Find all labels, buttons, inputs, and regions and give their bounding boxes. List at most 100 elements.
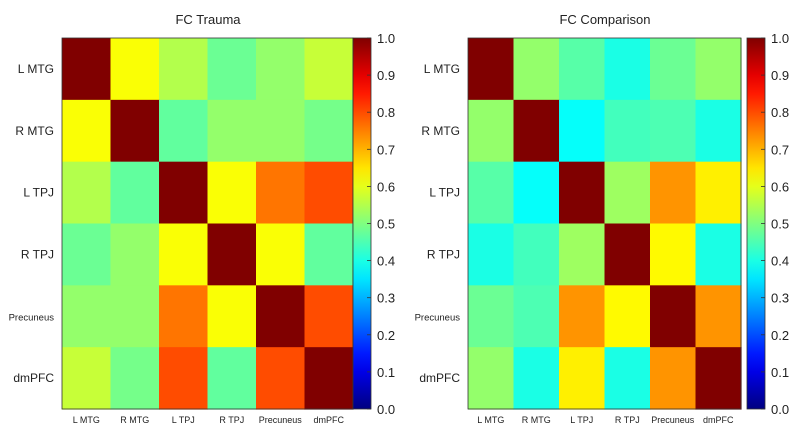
heatmap-cell	[110, 161, 160, 225]
heatmap-cell	[695, 285, 742, 348]
row-label: R TPJ	[427, 247, 460, 261]
row-label: L TPJ	[429, 186, 460, 200]
heatmap-cell	[695, 223, 742, 286]
row-label: R TPJ	[21, 247, 54, 261]
heatmap-cell	[650, 38, 697, 101]
heatmap-cell	[62, 223, 112, 286]
heatmap-cell	[650, 285, 697, 348]
heatmap-cell	[159, 285, 209, 348]
col-label: R MTG	[120, 415, 149, 425]
colorbar-tick-label: 0.0	[771, 402, 789, 417]
heatmap-cell	[304, 161, 354, 225]
heatmap-cell	[159, 38, 209, 101]
colorbar-tick-label: 0.7	[771, 142, 789, 157]
heatmap-cell	[62, 161, 112, 225]
heatmap-cell	[304, 285, 354, 348]
colorbar-tick-label: 0.0	[377, 402, 395, 417]
heatmap-cell	[62, 99, 112, 163]
heatmap-cell	[559, 161, 606, 225]
heatmap-cell	[468, 38, 515, 101]
heatmap-cell	[513, 99, 560, 163]
colorbar-tick-label: 0.1	[377, 365, 395, 380]
heatmap-cell	[62, 285, 112, 348]
heatmap-cell	[604, 99, 651, 163]
heatmap-cell	[304, 38, 354, 101]
heatmap-cell	[256, 285, 306, 348]
heatmap-cell	[207, 285, 257, 348]
heatmap-cell	[207, 161, 257, 225]
heatmap-cell	[513, 223, 560, 286]
colorbar-tick-label: 0.7	[377, 142, 395, 157]
heatmap-cell	[604, 223, 651, 286]
colorbar-tick-label: 0.3	[377, 291, 395, 306]
row-label: L MTG	[18, 62, 54, 76]
col-label: L MTG	[73, 415, 100, 425]
colorbar-tick-label: 0.4	[377, 254, 395, 269]
heatmap-cell	[559, 38, 606, 101]
colorbar-tick-label: 0.6	[771, 179, 789, 194]
colorbar-tick-label: 0.5	[771, 217, 789, 232]
colorbar-tick-label: 0.9	[771, 68, 789, 83]
heatmap-cell	[604, 347, 651, 410]
heatmap-cell	[695, 38, 742, 101]
col-label: dmPFC	[314, 415, 345, 425]
heatmap-cell	[159, 223, 209, 286]
heatmap-cell	[304, 223, 354, 286]
colorbar-tick-label: 0.1	[771, 365, 789, 380]
heatmap-cell	[650, 99, 697, 163]
heatmap-cell	[650, 223, 697, 286]
colorbar-tick-label: 0.2	[771, 328, 789, 343]
heatmap-cell	[159, 161, 209, 225]
heatmap-cell	[256, 38, 306, 101]
colorbar-tick-label: 0.4	[771, 254, 789, 269]
row-label: dmPFC	[13, 371, 54, 385]
heatmap-cell	[207, 223, 257, 286]
heatmap-cell	[468, 347, 515, 410]
heatmap-cell	[256, 223, 306, 286]
heatmap-cell	[62, 38, 112, 101]
row-label: L MTG	[424, 62, 460, 76]
heatmap-cell	[207, 38, 257, 101]
colorbar-tick-label: 1.0	[377, 31, 395, 46]
heatmap-cell	[110, 99, 160, 163]
colorbar-tick-label: 0.3	[771, 291, 789, 306]
row-label: Precuneus	[9, 312, 55, 323]
col-label: Precuneus	[259, 415, 303, 425]
colorbar-tick-label: 0.9	[377, 68, 395, 83]
col-label: Precuneus	[651, 415, 695, 425]
heatmap-cell	[468, 161, 515, 225]
heatmap-cell	[695, 347, 742, 410]
heatmap-cell	[304, 347, 354, 410]
colorbar-tick-label: 0.6	[377, 179, 395, 194]
colorbar-tick-label: 0.8	[377, 105, 395, 120]
heatmap-cell	[559, 223, 606, 286]
heatmap-cell	[604, 38, 651, 101]
heatmap-cell	[304, 99, 354, 163]
col-label: L TPJ	[172, 415, 195, 425]
heatmap-cell	[207, 347, 257, 410]
colorbar-tick-label: 0.5	[377, 217, 395, 232]
heatmap-cell	[159, 99, 209, 163]
heatmap-cell	[650, 347, 697, 410]
heatmap-cell	[110, 347, 160, 410]
col-label: dmPFC	[703, 415, 734, 425]
colorbar-tick-label: 0.2	[377, 328, 395, 343]
heatmap-cell	[256, 347, 306, 410]
col-label: R MTG	[522, 415, 551, 425]
row-label: dmPFC	[419, 371, 460, 385]
heatmap-cell	[110, 285, 160, 348]
heatmap-cell	[695, 99, 742, 163]
heatmap-cell	[559, 285, 606, 348]
heatmap-cell	[110, 38, 160, 101]
heatmap-cell	[650, 161, 697, 225]
panel-title-0: FC Trauma	[175, 12, 241, 27]
heatmap-cell	[468, 223, 515, 286]
heatmap-cell	[468, 285, 515, 348]
col-label: R TPJ	[615, 415, 640, 425]
heatmap-cell	[513, 161, 560, 225]
heatmap-cell	[695, 161, 742, 225]
heatmap-cell	[559, 347, 606, 410]
heatmap-cell	[110, 223, 160, 286]
col-label: L MTG	[477, 415, 504, 425]
